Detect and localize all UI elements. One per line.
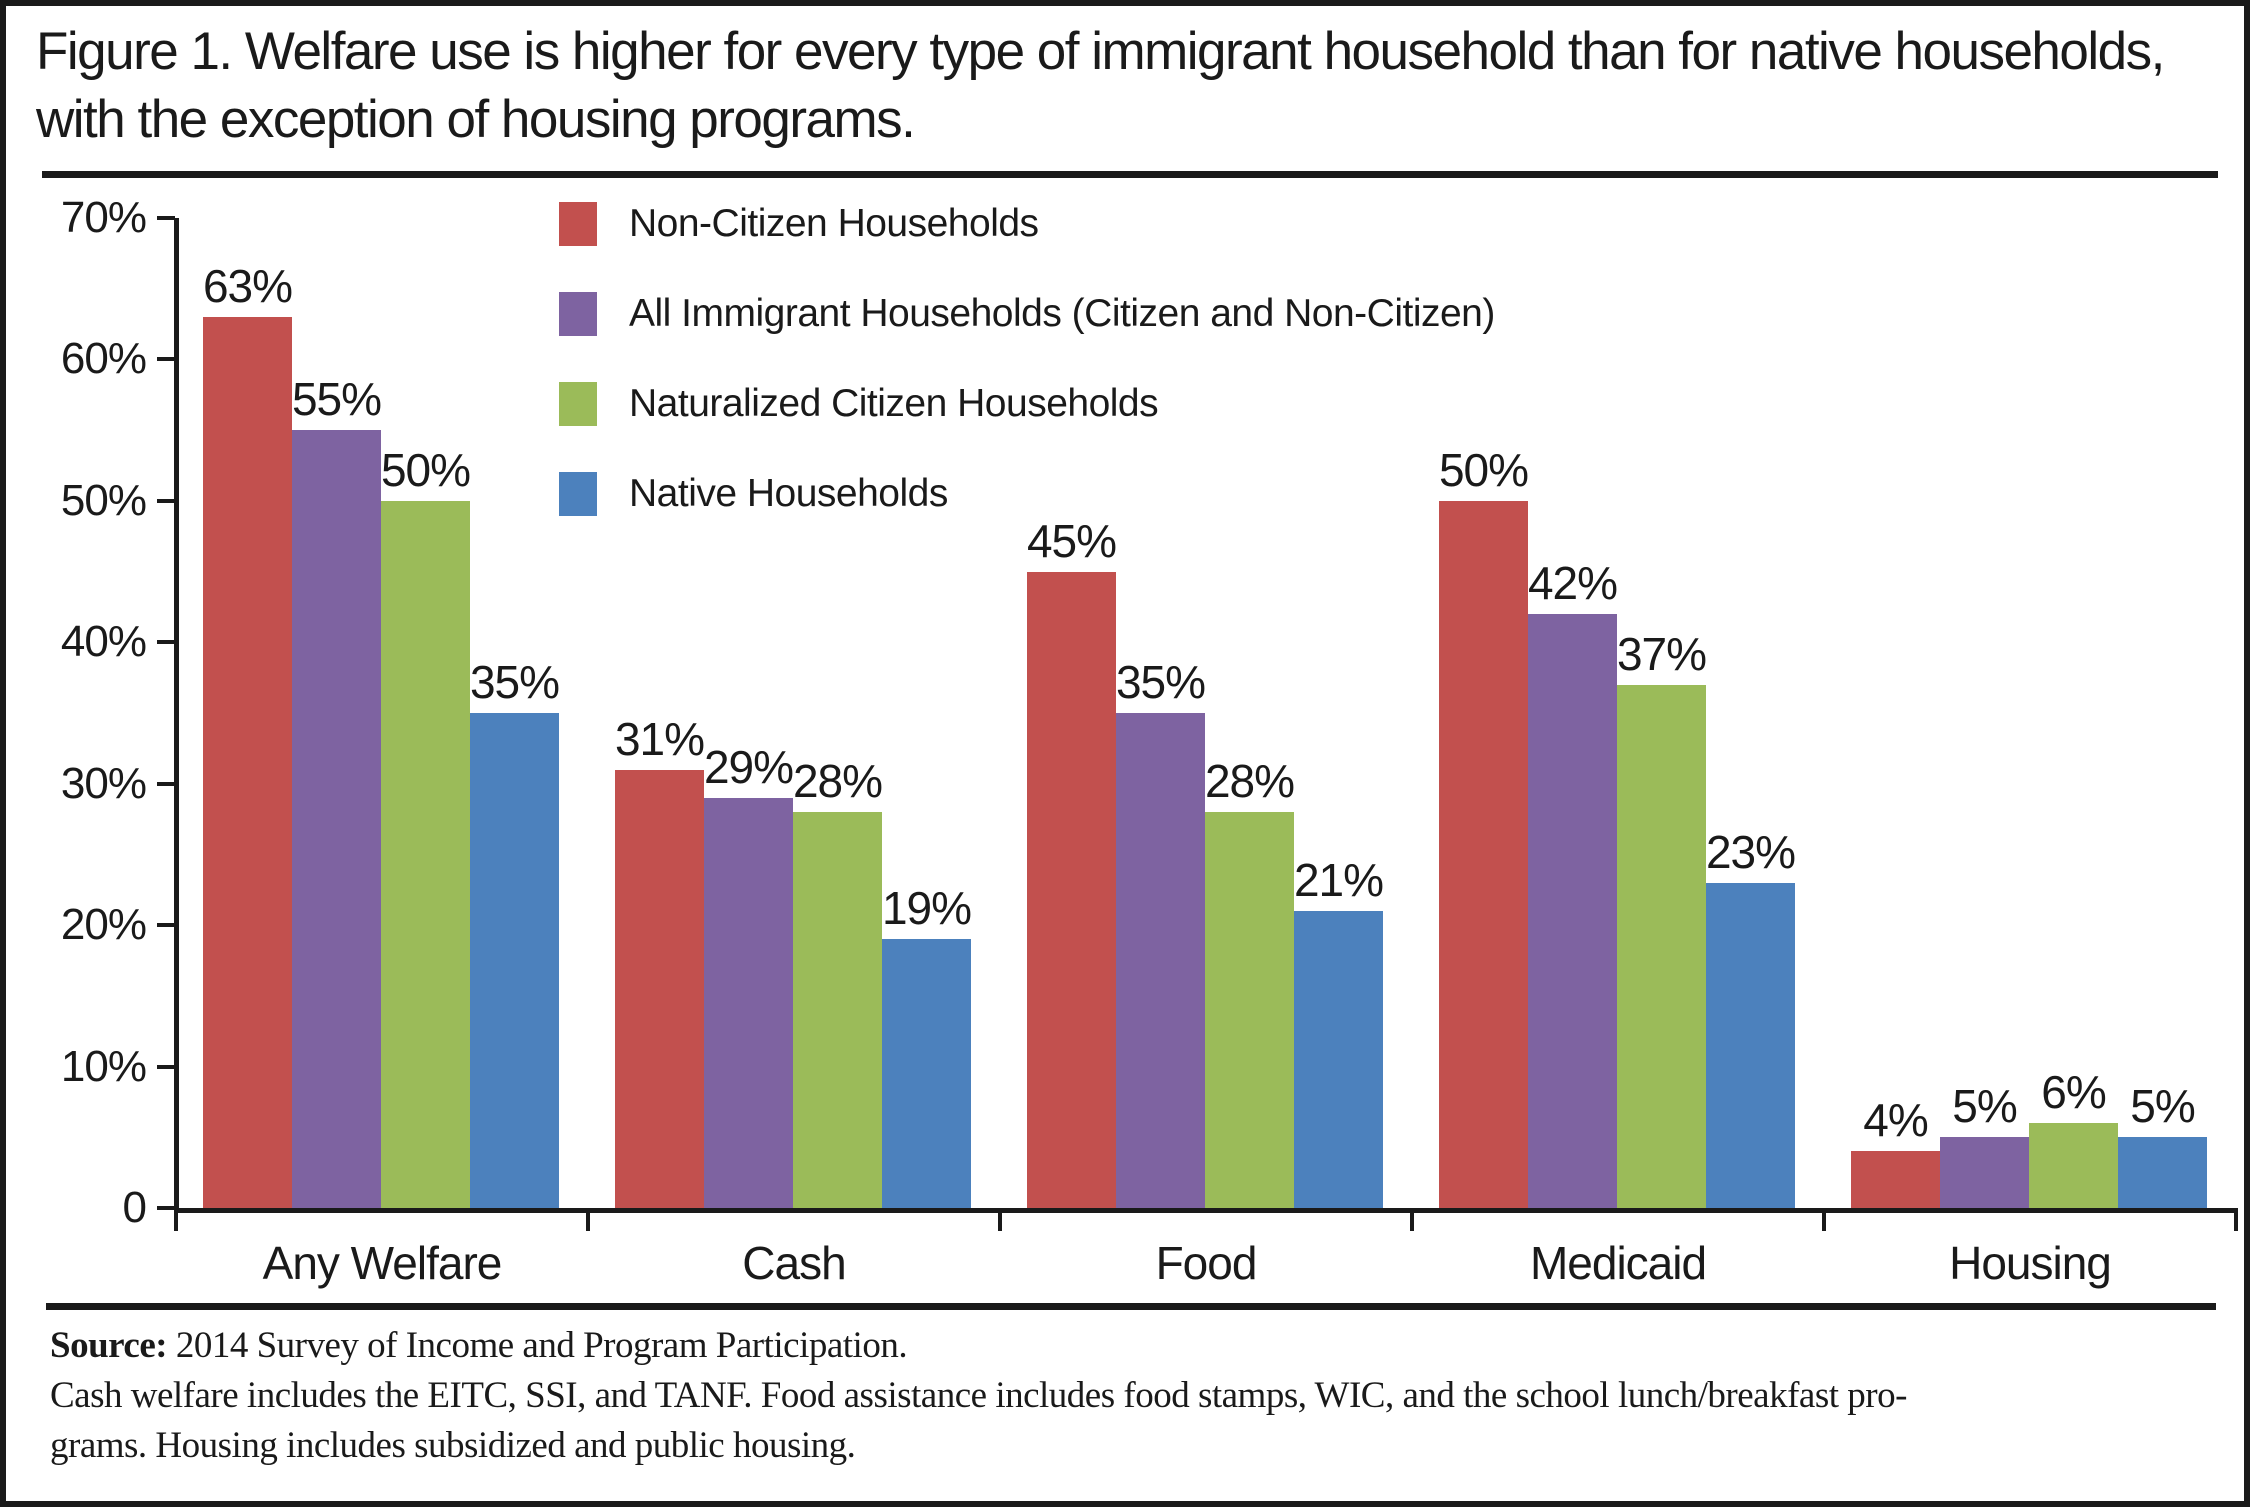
bar xyxy=(1617,684,1706,1208)
bar-value-label: 4% xyxy=(1863,1094,1928,1147)
bar xyxy=(2029,1123,2118,1208)
x-tick xyxy=(1410,1209,1414,1231)
bar-value-label: 50% xyxy=(380,443,471,496)
category-label: Any Welfare xyxy=(262,1237,503,1289)
y-tick-label: 20% xyxy=(60,900,147,950)
bar xyxy=(615,769,704,1208)
y-tick-label: 40% xyxy=(60,617,147,667)
y-tick xyxy=(157,923,175,928)
bar-value-label: 50% xyxy=(1438,443,1529,496)
category-label: Medicaid xyxy=(1529,1237,1707,1289)
legend-item: Non-Citizen Households xyxy=(559,202,1039,246)
bar-value-label: 29% xyxy=(703,740,794,793)
note-line-2: grams. Housing includes subsidized and p… xyxy=(50,1425,856,1466)
y-tick xyxy=(157,1064,175,1069)
title-divider xyxy=(42,171,2218,178)
legend-item: Naturalized Citizen Households xyxy=(559,382,1159,426)
bar-value-label: 35% xyxy=(1115,656,1206,708)
source-note: Source: 2014 Survey of Income and Progra… xyxy=(50,1321,2220,1471)
bar-value-label: 35% xyxy=(469,656,560,708)
bar xyxy=(470,713,559,1208)
bar xyxy=(203,317,292,1208)
bar-value-label: 5% xyxy=(1952,1080,2017,1133)
bar-value-label: 5% xyxy=(2130,1080,2195,1133)
bar-value-label: 6% xyxy=(2041,1066,2106,1119)
y-tick xyxy=(157,498,175,503)
bar xyxy=(1027,571,1116,1208)
y-tick xyxy=(157,640,175,645)
source-text: 2014 Survey of Income and Program Partic… xyxy=(167,1325,908,1366)
y-tick-label: 0 xyxy=(122,1183,147,1232)
x-tick xyxy=(2234,1209,2238,1231)
legend-item: Native Households xyxy=(559,472,948,516)
y-tick-label: 30% xyxy=(60,758,147,808)
y-tick xyxy=(157,216,175,220)
x-axis-line xyxy=(174,1208,2238,1213)
category-label: Cash xyxy=(742,1237,846,1289)
bar xyxy=(704,797,793,1208)
y-tick-label: 50% xyxy=(60,475,147,525)
legend-label: Non-Citizen Households xyxy=(629,202,1039,245)
figure-title: Figure 1. Welfare use is higher for ever… xyxy=(36,22,2165,149)
bar-value-label: 63% xyxy=(202,260,293,312)
bar xyxy=(381,500,470,1208)
bar-value-label: 28% xyxy=(1204,755,1295,807)
legend-swatch xyxy=(559,292,597,336)
source-line: Source: 2014 Survey of Income and Progra… xyxy=(50,1321,2220,1371)
bar xyxy=(882,939,971,1208)
x-tick xyxy=(586,1209,590,1231)
x-tick xyxy=(1822,1209,1826,1231)
legend-label: Native Households xyxy=(629,472,948,515)
bar xyxy=(1940,1137,2029,1208)
bar xyxy=(1294,911,1383,1208)
bar-value-label: 19% xyxy=(881,882,972,935)
legend-item: All Immigrant Households (Citizen and No… xyxy=(559,292,1495,336)
legend-swatch xyxy=(559,472,597,516)
y-tick xyxy=(157,781,175,786)
bar xyxy=(1706,882,1795,1208)
bar-value-label: 23% xyxy=(1705,825,1796,878)
bar xyxy=(1116,713,1205,1208)
category-label: Housing xyxy=(1949,1237,2112,1289)
bar xyxy=(1439,500,1528,1208)
bar xyxy=(1205,812,1294,1208)
y-tick xyxy=(157,1206,175,1210)
legend-swatch xyxy=(559,382,597,426)
bar-value-label: 28% xyxy=(792,755,883,807)
x-tick xyxy=(174,1209,178,1231)
bar xyxy=(1528,614,1617,1208)
y-tick-label: 70% xyxy=(60,193,147,242)
legend-swatch xyxy=(559,202,597,246)
legend-label: All Immigrant Households (Citizen and No… xyxy=(629,292,1495,335)
y-axis-line xyxy=(174,218,179,1213)
footer-divider xyxy=(46,1303,2216,1310)
y-tick xyxy=(157,357,175,362)
bar-value-label: 42% xyxy=(1527,557,1618,609)
bar xyxy=(2118,1137,2207,1208)
bar-value-label: 21% xyxy=(1293,854,1384,906)
bar-value-label: 31% xyxy=(614,712,705,765)
bar-value-label: 55% xyxy=(291,373,382,426)
y-tick-label: 10% xyxy=(60,1041,147,1091)
bar-value-label: 37% xyxy=(1616,627,1707,680)
x-tick xyxy=(998,1209,1002,1231)
bar xyxy=(292,430,381,1208)
bar xyxy=(793,812,882,1208)
bar xyxy=(1851,1151,1940,1208)
category-label: Food xyxy=(1155,1237,1258,1289)
y-tick-label: 60% xyxy=(60,334,147,384)
legend-label: Naturalized Citizen Households xyxy=(629,382,1159,425)
bar-value-label: 45% xyxy=(1026,514,1117,567)
source-label: Source: xyxy=(50,1325,168,1366)
note-line-1: Cash welfare includes the EITC, SSI, and… xyxy=(50,1375,1907,1416)
